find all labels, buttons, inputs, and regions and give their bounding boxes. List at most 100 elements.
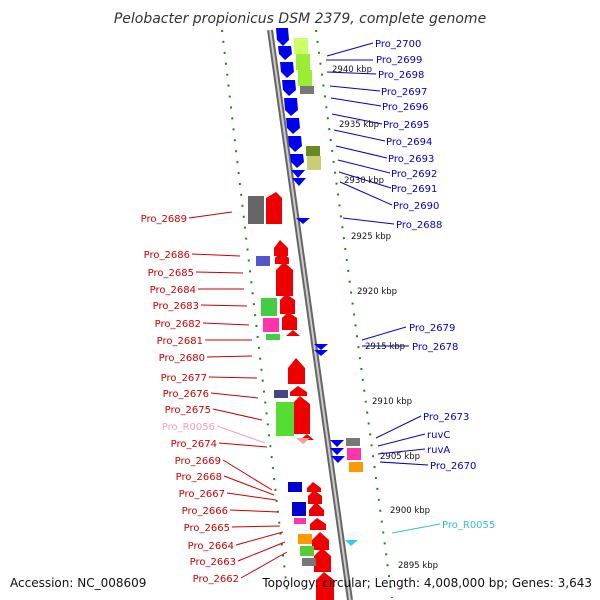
gene-label-2678[interactable]: Pro_2678 bbox=[412, 342, 458, 353]
gene-label-2681[interactable]: Pro_2681 bbox=[157, 336, 203, 347]
gene-label-2682[interactable]: Pro_2682 bbox=[155, 319, 201, 330]
leader-left-8 bbox=[208, 376, 258, 379]
gene-label-2665[interactable]: Pro_2665 bbox=[184, 523, 230, 534]
gene-label-2680[interactable]: Pro_2680 bbox=[159, 353, 205, 364]
gene-2662 bbox=[316, 572, 334, 600]
kbp-2915: 2915 kbp bbox=[365, 342, 405, 352]
gene-label-2693[interactable]: Pro_2693 bbox=[388, 154, 434, 165]
gene-2684 bbox=[276, 262, 293, 296]
gene-label-ruvC[interactable]: ruvC bbox=[427, 430, 450, 441]
gene-label-R0055[interactable]: Pro_R0055 bbox=[442, 520, 495, 531]
gene-label-2691[interactable]: Pro_2691 bbox=[391, 184, 437, 195]
leader-left-19 bbox=[237, 541, 286, 562]
gene-label-2697[interactable]: Pro_2697 bbox=[381, 87, 427, 98]
gene-2692 bbox=[291, 170, 305, 178]
leader-right-18 bbox=[391, 523, 441, 534]
gene-label-2683[interactable]: Pro_2683 bbox=[153, 301, 199, 312]
leader-left-9 bbox=[210, 392, 259, 399]
kbp-2910: 2910 kbp bbox=[372, 397, 412, 407]
kbp-2925: 2925 kbp bbox=[351, 232, 391, 242]
reverse-strand-genes bbox=[266, 192, 334, 600]
cog-block-5 bbox=[306, 146, 320, 156]
gene-label-R0056[interactable]: Pro_R0056 bbox=[162, 422, 215, 433]
backbone bbox=[267, 29, 353, 600]
gene-label-2676[interactable]: Pro_2676 bbox=[163, 389, 209, 400]
gene-label-2700[interactable]: Pro_2700 bbox=[375, 39, 421, 50]
gene-2700 bbox=[276, 28, 289, 46]
gene-2673 bbox=[330, 440, 344, 447]
rev-cog-5 bbox=[266, 334, 280, 340]
leader-left-15 bbox=[226, 492, 277, 501]
gene-2695 bbox=[286, 118, 300, 134]
cog-block-3 bbox=[298, 70, 312, 86]
outer-dotted-guide-left bbox=[221, 29, 289, 599]
gene-label-2684[interactable]: Pro_2684 bbox=[150, 285, 196, 296]
gene-label-2668[interactable]: Pro_2668 bbox=[176, 472, 222, 483]
cog-block-1 bbox=[294, 38, 308, 54]
gene-2675 bbox=[292, 396, 310, 434]
rev-cog-6 bbox=[274, 390, 288, 398]
gene-label-2696[interactable]: Pro_2696 bbox=[382, 102, 428, 113]
trna-R0056 bbox=[296, 438, 310, 444]
gene-2667 bbox=[308, 490, 322, 504]
gene-label-2662[interactable]: Pro_2662 bbox=[193, 574, 239, 585]
gene-2676 bbox=[290, 386, 307, 396]
gene-2693 bbox=[290, 154, 304, 168]
gene-2665 bbox=[310, 518, 326, 530]
leader-right-16 bbox=[377, 448, 426, 455]
rev-cog-10 bbox=[294, 518, 306, 524]
gene-2689 bbox=[266, 192, 282, 224]
gene-label-2667[interactable]: Pro_2667 bbox=[179, 489, 225, 500]
leader-left-13 bbox=[222, 459, 273, 491]
leader-left-11 bbox=[216, 425, 266, 444]
leader-right-9 bbox=[338, 171, 392, 189]
gene-label-2692[interactable]: Pro_2692 bbox=[391, 169, 437, 180]
gene-label-2677[interactable]: Pro_2677 bbox=[161, 373, 207, 384]
rev-cog-11 bbox=[298, 534, 312, 544]
gene-2677 bbox=[288, 358, 305, 384]
gene-label-2699[interactable]: Pro_2699 bbox=[376, 55, 422, 66]
gene-label-2689[interactable]: Pro_2689 bbox=[141, 214, 187, 225]
leader-left-16 bbox=[229, 509, 279, 513]
gene-label-2686[interactable]: Pro_2686 bbox=[144, 250, 190, 261]
gene-2678 bbox=[314, 350, 328, 356]
leader-left-12 bbox=[218, 442, 268, 448]
rev-cog-2 bbox=[256, 256, 270, 266]
gene-label-2679[interactable]: Pro_2679 bbox=[409, 323, 455, 334]
leader-left-7 bbox=[206, 355, 253, 358]
rev-cog-4 bbox=[263, 318, 279, 332]
gene-label-2670[interactable]: Pro_2670 bbox=[430, 461, 476, 472]
kbp-2930: 2930 kbp bbox=[344, 176, 384, 186]
rev-cog-3 bbox=[261, 298, 277, 316]
rev-cog-7 bbox=[276, 402, 294, 436]
gene-label-2690[interactable]: Pro_2690 bbox=[393, 201, 439, 212]
gene-label-2698[interactable]: Pro_2698 bbox=[378, 70, 424, 81]
gene-2694 bbox=[288, 136, 302, 152]
gene-label-ruvA[interactable]: ruvA bbox=[427, 445, 450, 456]
kbp-2935: 2935 kbp bbox=[339, 120, 379, 130]
gene-2696 bbox=[284, 98, 298, 116]
gene-label-2664[interactable]: Pro_2664 bbox=[188, 541, 234, 552]
gene-label-2695[interactable]: Pro_2695 bbox=[383, 120, 429, 131]
gene-ruvC bbox=[330, 448, 344, 455]
leader-right-2 bbox=[326, 71, 377, 75]
gene-label-2694[interactable]: Pro_2694 bbox=[386, 137, 432, 148]
gene-label-2685[interactable]: Pro_2685 bbox=[148, 268, 194, 279]
gene-label-2663[interactable]: Pro_2663 bbox=[190, 557, 236, 568]
leader-left-5 bbox=[202, 322, 250, 326]
left-gene-labels: Pro_2689 Pro_2686 Pro_2685 Pro_2684 Pro_… bbox=[141, 214, 239, 585]
leader-left-2 bbox=[195, 271, 244, 274]
rev-cog-9 bbox=[292, 502, 306, 516]
forward-cog-blocks bbox=[294, 38, 363, 472]
reverse-cog-blocks bbox=[248, 196, 316, 566]
gene-label-2674[interactable]: Pro_2674 bbox=[171, 439, 217, 450]
genome-summary-text: Topology: circular; Length: 4,008,000 bp… bbox=[262, 576, 592, 590]
leader-right-12 bbox=[361, 326, 407, 341]
gene-label-2669[interactable]: Pro_2669 bbox=[175, 456, 221, 467]
leader-left-17 bbox=[231, 525, 281, 528]
gene-label-2666[interactable]: Pro_2666 bbox=[182, 506, 228, 517]
gene-label-2688[interactable]: Pro_2688 bbox=[396, 220, 442, 231]
gene-label-2673[interactable]: Pro_2673 bbox=[423, 412, 469, 423]
gene-label-2675[interactable]: Pro_2675 bbox=[165, 405, 211, 416]
